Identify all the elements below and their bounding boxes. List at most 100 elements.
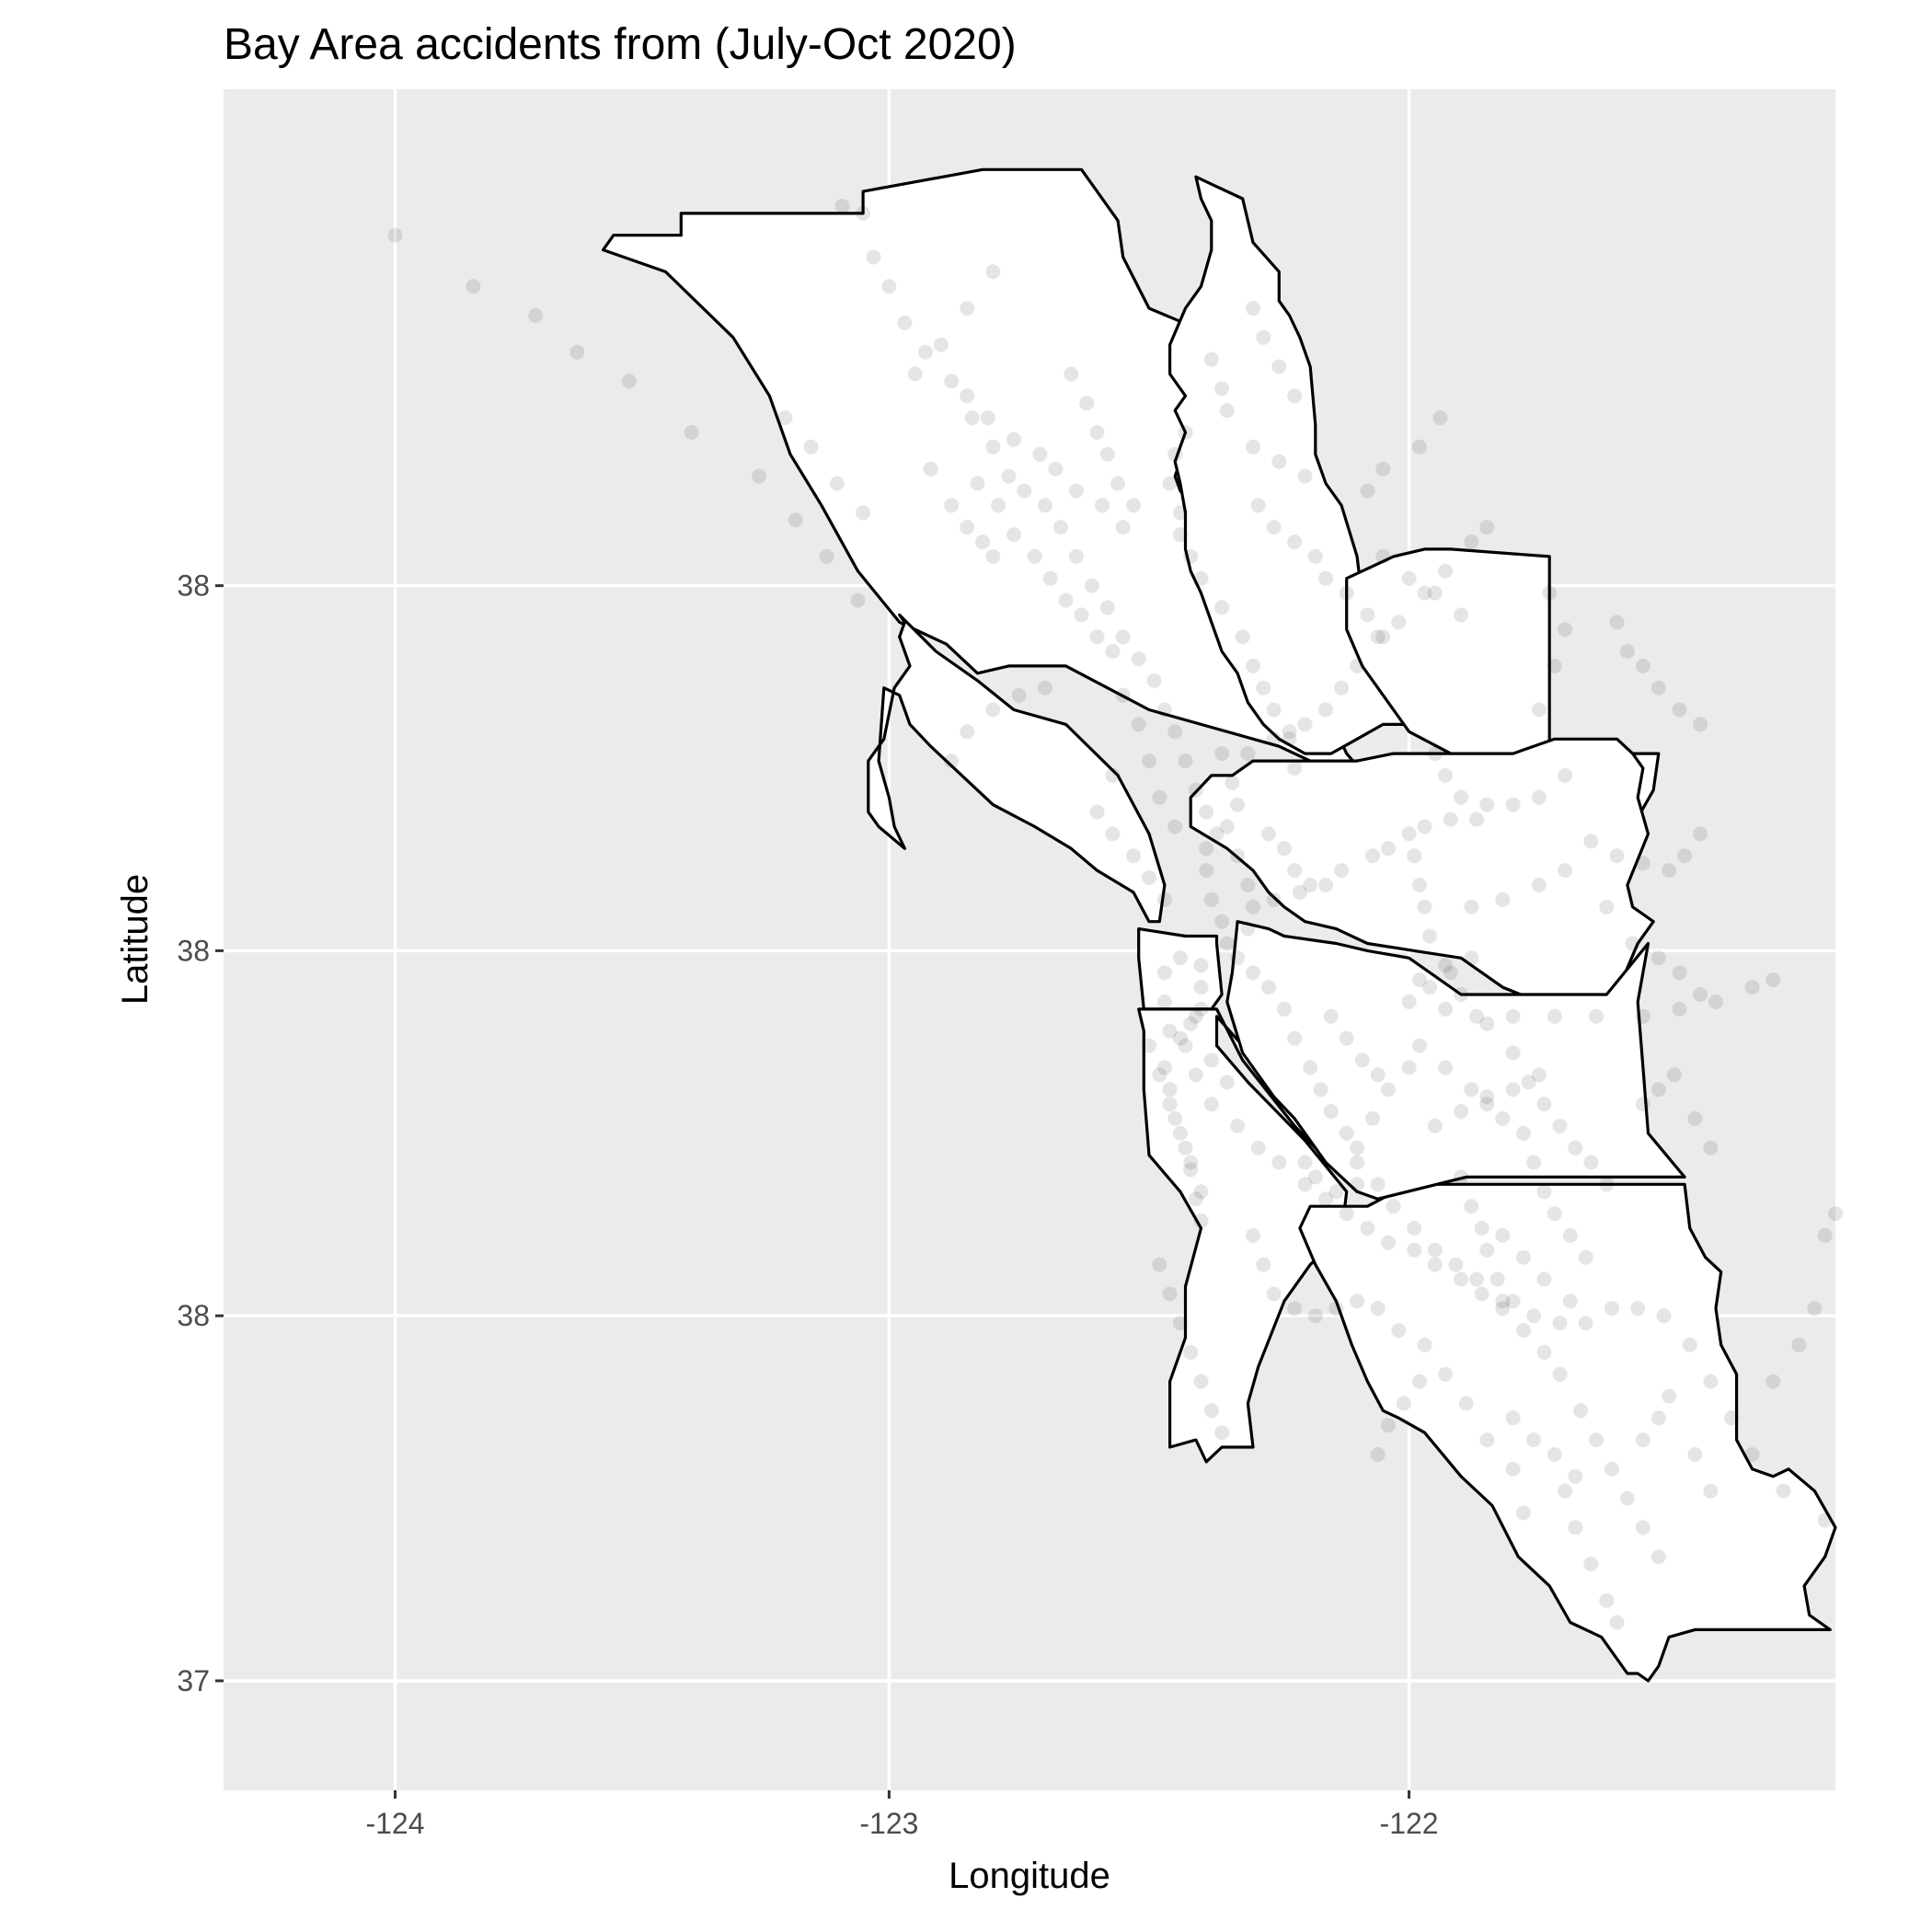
accident-point — [1156, 995, 1172, 1009]
accident-point — [1391, 1323, 1407, 1339]
accident-point — [1199, 804, 1214, 820]
accident-point — [1095, 498, 1110, 513]
accident-point — [1131, 651, 1146, 666]
accident-point — [918, 344, 933, 360]
accident-point — [1193, 1184, 1209, 1200]
accident-point — [1350, 1294, 1365, 1309]
accident-point — [1271, 359, 1287, 374]
accident-point — [1193, 1213, 1209, 1228]
accident-point — [897, 315, 913, 330]
accident-point — [1666, 1067, 1682, 1083]
accident-point — [1303, 1060, 1318, 1075]
accident-point — [1360, 483, 1375, 499]
accident-point — [1027, 548, 1042, 564]
accident-point — [975, 535, 991, 549]
accident-point — [1703, 1374, 1719, 1389]
accident-point — [1454, 1169, 1469, 1185]
accident-point — [1828, 1206, 1843, 1222]
accident-point — [1246, 658, 1260, 673]
accident-point — [1318, 570, 1334, 586]
accident-point — [1287, 1301, 1303, 1317]
accident-point — [944, 753, 960, 769]
accident-point — [1479, 1097, 1495, 1112]
accident-point — [1250, 498, 1266, 513]
accident-point — [1193, 980, 1209, 995]
accident-point — [1454, 789, 1469, 805]
accident-point — [1193, 1374, 1209, 1389]
accident-point — [1188, 782, 1203, 798]
y-tick-label: 38 — [177, 934, 210, 967]
accident-point — [1209, 826, 1225, 842]
accident-point — [1297, 1177, 1313, 1192]
accident-point — [960, 520, 975, 535]
accident-point — [1219, 403, 1235, 419]
accident-point — [1427, 1242, 1443, 1258]
accident-point — [1203, 1097, 1219, 1112]
accident-point — [1687, 1110, 1703, 1126]
accident-point — [1110, 476, 1126, 491]
accident-point — [1531, 702, 1547, 718]
accident-point — [1370, 1447, 1386, 1462]
accident-point — [1417, 585, 1432, 601]
accident-point — [1172, 505, 1188, 521]
accident-point — [1672, 965, 1687, 981]
accident-point — [1693, 826, 1708, 842]
accident-point — [1323, 1104, 1339, 1119]
accident-point — [1454, 1271, 1469, 1287]
accident-point — [1536, 1184, 1552, 1200]
accident-point — [1765, 972, 1781, 988]
accident-point — [1256, 329, 1271, 345]
x-tick-label: -123 — [859, 1807, 918, 1840]
accident-point — [1635, 1097, 1650, 1112]
accident-point — [1142, 753, 1156, 769]
accident-point — [1193, 570, 1209, 586]
accident-point — [1203, 891, 1219, 907]
accident-point — [1146, 673, 1162, 688]
accident-point — [1064, 366, 1079, 382]
accident-point — [1464, 950, 1479, 966]
accident-point — [1552, 1366, 1568, 1382]
accident-point — [1411, 878, 1427, 892]
accident-point — [1495, 1301, 1511, 1317]
accident-point — [1172, 1316, 1188, 1331]
accident-point — [1464, 1199, 1479, 1214]
accident-point — [1162, 1082, 1178, 1098]
accident-point — [1246, 965, 1260, 981]
accident-point — [1422, 980, 1438, 995]
accident-point — [1032, 446, 1048, 462]
accident-point — [1240, 746, 1256, 762]
accident-point — [856, 205, 871, 221]
accident-point — [1479, 1089, 1495, 1105]
accident-point — [944, 374, 960, 389]
accident-point — [1246, 1227, 1260, 1243]
accident-point — [387, 227, 403, 243]
accident-point — [1240, 878, 1256, 892]
accident-point — [1474, 1221, 1489, 1236]
accident-point — [1411, 972, 1427, 988]
accident-point — [1006, 431, 1021, 447]
accident-point — [1042, 570, 1058, 586]
accident-point — [1650, 1549, 1666, 1565]
accident-point — [1562, 1294, 1578, 1309]
accident-point — [1089, 629, 1105, 645]
accident-point — [1469, 1271, 1484, 1287]
y-axis-title: Latitude — [115, 874, 155, 1005]
accident-point — [1370, 629, 1386, 645]
accident-point — [1230, 797, 1246, 812]
accident-point — [1489, 1271, 1505, 1287]
accident-point — [1178, 1038, 1193, 1053]
accident-point — [1599, 899, 1615, 914]
accident-point — [1381, 1235, 1396, 1250]
accident-point — [1515, 1125, 1531, 1141]
accident-point — [1162, 1023, 1178, 1039]
accident-point — [1287, 1030, 1303, 1046]
accident-point — [1635, 856, 1650, 871]
accident-point — [1142, 870, 1156, 885]
accident-point — [1323, 1008, 1339, 1024]
accident-point — [1219, 936, 1235, 951]
accident-point — [1407, 1242, 1422, 1258]
accident-point — [1672, 702, 1687, 718]
accident-point — [1562, 1227, 1578, 1243]
accident-points — [387, 199, 1843, 1630]
accident-point — [1536, 1097, 1552, 1112]
